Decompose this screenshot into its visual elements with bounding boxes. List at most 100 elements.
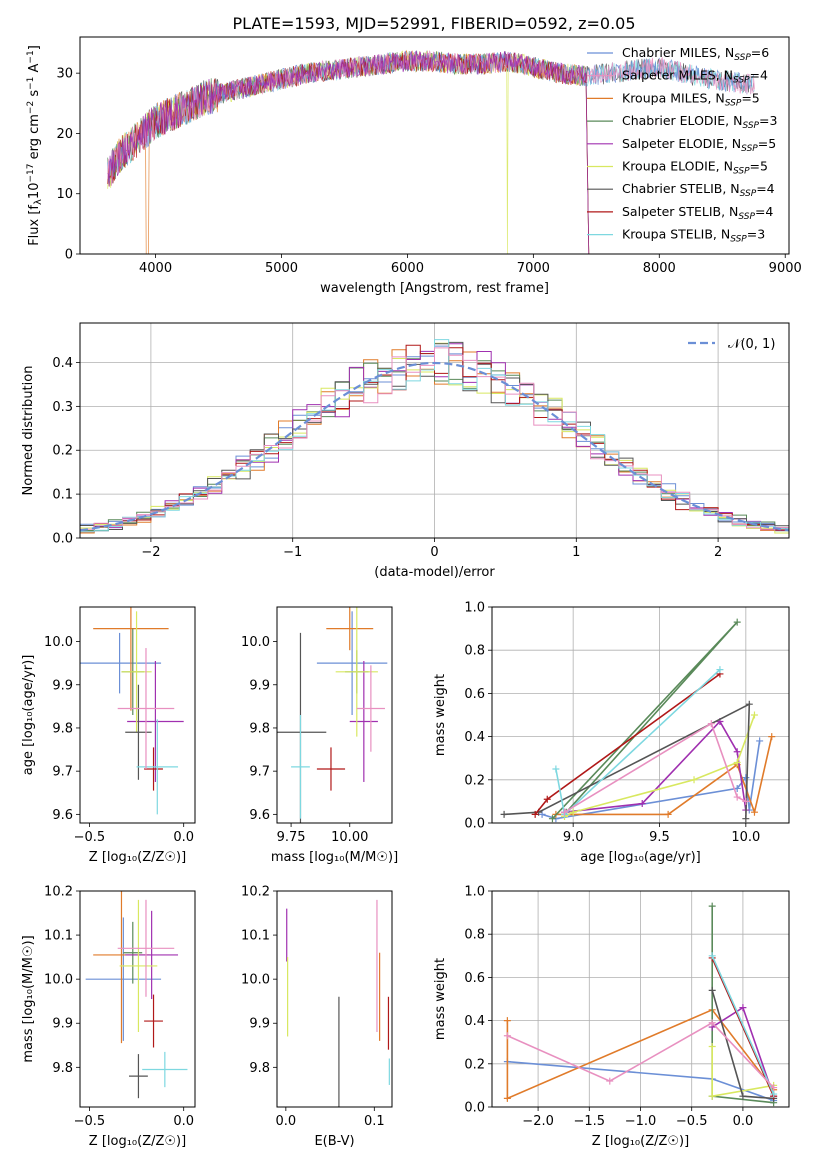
legend-suffix: =4 [756, 181, 774, 196]
panel-spectrum: 4000 5000 6000 7000 8000 9000 0 10 20 30 wavelengt… [26, 36, 802, 296]
weight-marker [742, 815, 750, 823]
weight-series [506, 1008, 775, 1100]
y-tick-label: 0.2 [464, 773, 485, 788]
errorbar-point [125, 910, 179, 999]
histogram-step [80, 347, 789, 531]
weight-marker [606, 1077, 614, 1085]
y-tick-label: 9.9 [52, 678, 73, 693]
x-tick-label: 5000 [265, 261, 298, 276]
weight-marker [716, 666, 724, 674]
legend-sub: SSP [733, 167, 750, 177]
weight-marker [733, 618, 741, 626]
spectrum-line [107, 50, 590, 254]
x-axis-label: E(B-V) [314, 1134, 354, 1149]
x-axis-label: wavelength [Angstrom, rest frame] [320, 281, 549, 296]
x-tick-label: 9.0 [563, 830, 584, 845]
errorbar-point [125, 684, 152, 780]
errorbar-point [85, 917, 162, 1041]
y-tick-label: 0 [65, 248, 73, 263]
panel-z-weight: −2.0 −1.5 −1.0 −0.5 0.0 0.0 0.2 0.4 0.6 0.8 1.0 Z [… [433, 885, 790, 1149]
weight-marker [756, 737, 764, 745]
plot-area-ebv-mass [286, 899, 390, 1107]
weight-marker [733, 748, 741, 756]
errorbar-point [144, 747, 163, 791]
x-tick-label: −0.5 [676, 1114, 708, 1129]
y-tick-label: 0.8 [464, 928, 485, 943]
plot-area-spectrum [107, 49, 755, 254]
x-tick-label: −0.5 [74, 830, 106, 845]
x-tick-label: 2 [714, 545, 722, 560]
weight-series [711, 957, 775, 1097]
legend-sub: SSP [725, 98, 742, 108]
weight-marker [503, 1094, 511, 1102]
errorbar-point [93, 607, 169, 711]
y-tick-label: 9.9 [52, 1017, 73, 1032]
plot-area-z-weight [503, 902, 778, 1107]
x-tick-label: 7000 [517, 261, 550, 276]
plots-container: 4000 5000 6000 7000 8000 90000102030wavelengt… [21, 36, 802, 1149]
axes-frame [79, 322, 790, 539]
legend-suffix: =6 [751, 45, 769, 60]
axes-frame [491, 606, 790, 824]
x-tick-label: 0.1 [364, 1114, 385, 1129]
y-tick-label: 9.8 [52, 721, 73, 736]
weight-marker [770, 1090, 778, 1098]
y-tick-label: 0.4 [464, 1014, 485, 1029]
axes-frame [79, 890, 196, 1108]
weight-marker [708, 902, 716, 910]
legend-text: Salpeter STELIB, N [622, 204, 738, 219]
legend-sub: SSP [734, 53, 751, 63]
y-tick-label: 0.0 [52, 532, 73, 547]
x-axis-label: Z [log₁₀(Z/Z☉)] [592, 1134, 689, 1149]
errorbar-point [356, 665, 385, 752]
plot-area-residuals [80, 339, 789, 534]
legend-sub: SSP [740, 189, 757, 199]
x-tick-label: 9000 [769, 261, 802, 276]
y-axis-label-part: s [27, 90, 42, 101]
legend-entry: 𝒩(0, 1) [728, 337, 775, 352]
legend-sub: SSP [741, 144, 758, 154]
y-tick-label: 10.0 [44, 635, 73, 650]
legend-text: Chabrier ELODIE, N [622, 113, 742, 128]
legend-text: Chabrier STELIB, N [622, 181, 740, 196]
errorbar-point [127, 661, 184, 782]
legend-suffix: =3 [759, 113, 777, 128]
y-tick-label: 0.0 [464, 1101, 485, 1116]
weight-marker [742, 797, 750, 805]
y-tick-label: 10.0 [241, 635, 270, 650]
weight-series [551, 621, 738, 820]
weight-marker [770, 1084, 778, 1092]
y-axis-label: mass weight [433, 674, 448, 756]
y-tick-label: 9.7 [249, 765, 270, 780]
y-tick-label: 0.2 [52, 444, 73, 459]
weight-marker [750, 808, 758, 816]
x-tick-label: −0.5 [74, 1114, 106, 1129]
weight-marker [561, 808, 569, 816]
errorbar-point [136, 719, 179, 815]
errorbar-point [142, 1051, 188, 1088]
plot-area-z-age [80, 607, 184, 815]
axes-frame [491, 890, 790, 1108]
errorbar-point [349, 661, 378, 782]
weight-series [564, 722, 747, 813]
panel-age-weight: 9.0 9.5 10.0 0.0 0.2 0.4 0.6 0.8 1.0 age [log₁₀(a… [433, 601, 790, 865]
legend-suffix: =3 [747, 227, 765, 242]
weight-marker [733, 793, 741, 801]
y-tick-label: 9.8 [249, 1061, 270, 1076]
plot-area-mass-age [277, 607, 388, 823]
weight-marker [739, 1004, 747, 1012]
legend-sub: SSP [742, 121, 759, 131]
panel-residuals: −2 −1 0 1 2 0.0 0.1 0.2 0.3 0.4 (data-model)/error… [21, 322, 790, 580]
weight-marker [503, 1017, 511, 1025]
x-tick-label: 8000 [643, 261, 676, 276]
panel-z-mass: −0.5 0.0 9.8 9.9 10.0 10.1 10.2 Z [log₁₀(Z/Z☉)]… [21, 885, 196, 1149]
legend-text: Chabrier MILES, N [622, 45, 734, 60]
errorbar-point [121, 611, 152, 733]
y-tick-label: 9.8 [52, 1061, 73, 1076]
y-tick-label: 0.6 [464, 971, 485, 986]
errorbar-point [123, 921, 143, 984]
legend-text: Kroupa STELIB, N [622, 227, 730, 242]
weight-marker [742, 774, 750, 782]
y-axis-label-part: 10 [27, 183, 42, 200]
x-tick-label: 9.5 [649, 830, 670, 845]
